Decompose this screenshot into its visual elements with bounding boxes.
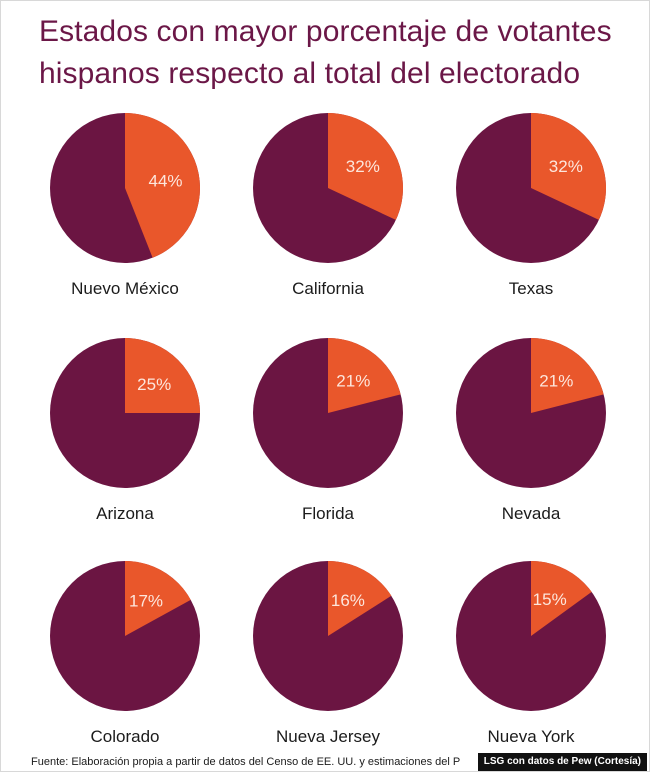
pie-percent-label: 32%	[346, 157, 380, 176]
pie-percent-label: 21%	[539, 371, 573, 390]
pie-state-label: Colorado	[90, 727, 160, 746]
pie-hispanic-slice	[328, 561, 392, 636]
pie-colorado: 17% Colorado	[35, 561, 215, 761]
pie-svg-florida: 21%	[253, 338, 403, 488]
pie-hispanic-slice	[531, 113, 606, 220]
pie-nueva-jersey: 16% Nueva Jersey	[238, 561, 418, 761]
pie-percent-label: 15%	[533, 590, 567, 609]
pie-svg-colorado: 17%	[50, 561, 200, 711]
pie-arizona: 25% Arizona	[35, 338, 215, 538]
pie-nuevo-mexico: 44% Nuevo México	[35, 113, 215, 313]
source-note: Fuente: Elaboración propia a partir de d…	[31, 756, 461, 768]
pie-hispanic-slice	[531, 338, 604, 413]
pie-percent-label: 44%	[148, 171, 182, 190]
pie-state-label: Texas	[508, 279, 554, 298]
pie-percent-label: 25%	[137, 375, 171, 394]
pie-svg-california: 32%	[253, 113, 403, 263]
pie-svg-nueva-york: 15%	[456, 561, 606, 711]
chart-title: Estados con mayor porcentaje de votantes…	[39, 15, 612, 90]
pie-percent-label: 32%	[549, 157, 583, 176]
pie-texas: 32% Texas	[441, 113, 621, 313]
pie-florida: 21% Florida	[238, 338, 418, 538]
credit-badge: LSG con datos de Pew (Cortesía)	[477, 753, 647, 771]
pie-state-label: Nuevo México	[71, 279, 179, 298]
pie-hispanic-slice	[125, 561, 191, 636]
pie-hispanic-slice	[328, 338, 401, 413]
pie-california: 32% California	[238, 113, 418, 313]
pie-nevada: 21% Nevada	[441, 338, 621, 538]
pie-state-label: Florida	[302, 504, 354, 523]
pie-percent-label: 21%	[336, 371, 370, 390]
pie-percent-label: 17%	[129, 592, 163, 611]
pie-state-label: California	[292, 279, 364, 298]
pie-hispanic-slice	[328, 113, 403, 220]
pie-svg-nuevo-mexico: 44%	[50, 113, 200, 263]
pie-state-label: Nueva York	[487, 727, 575, 746]
pie-percent-label: 16%	[331, 591, 365, 610]
pie-svg-arizona: 25%	[50, 338, 200, 488]
pie-state-label: Nevada	[501, 504, 561, 523]
pie-svg-texas: 32%	[456, 113, 606, 263]
pie-svg-nevada: 21%	[456, 338, 606, 488]
pie-hispanic-slice	[531, 561, 592, 636]
pie-svg-nueva-jersey: 16%	[253, 561, 403, 711]
pie-hispanic-slice	[125, 338, 200, 413]
pie-state-label: Nueva Jersey	[276, 727, 380, 746]
pie-nueva-york: 15% Nueva York	[441, 561, 621, 761]
pie-state-label: Arizona	[96, 504, 154, 523]
pie-hispanic-slice	[125, 113, 200, 258]
